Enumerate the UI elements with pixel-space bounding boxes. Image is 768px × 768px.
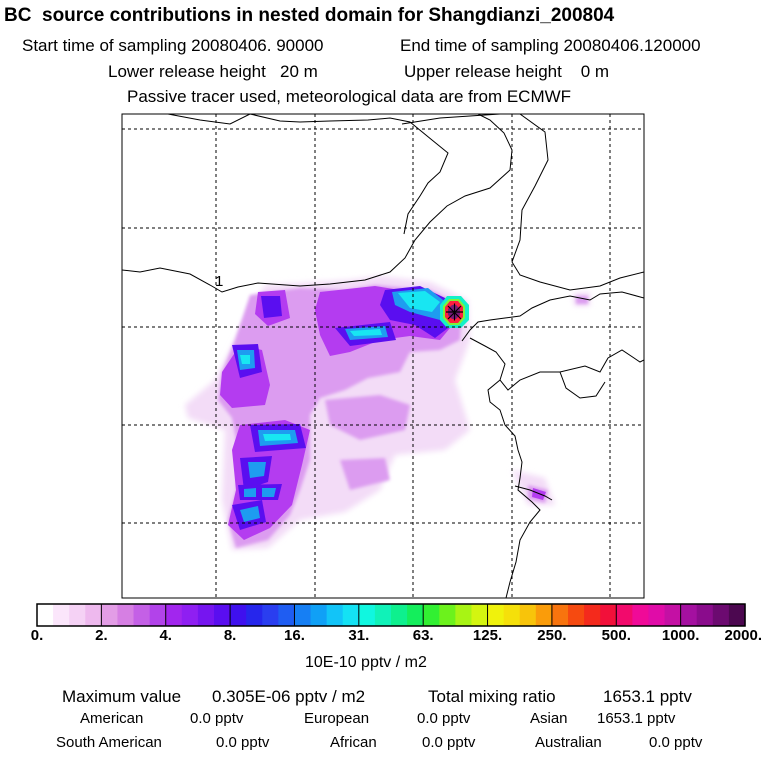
colorbar-tick-label: 63. — [412, 627, 434, 644]
colorbar-swatch — [294, 604, 312, 626]
colorbar-tick-label: 1000. — [661, 627, 700, 644]
colorbar-swatch — [358, 604, 376, 626]
region-value: 0.0 pptv — [422, 734, 476, 751]
colorbar-swatch — [407, 604, 424, 626]
region-value: 0.0 pptv — [649, 734, 703, 751]
colorbar-swatch — [230, 604, 247, 626]
colorbar-swatch — [342, 604, 360, 626]
colorbar-swatch — [69, 604, 86, 626]
region-value: 0.0 pptv — [417, 710, 471, 727]
colorbar-swatch — [197, 604, 215, 626]
colorbar-swatch — [680, 604, 698, 626]
colorbar-swatch — [181, 604, 199, 626]
total-mixing-ratio-value: 1653.1 pptv — [603, 687, 692, 706]
colorbar-swatch — [503, 604, 521, 626]
colorbar-swatch — [471, 604, 489, 626]
upper-release-height: Upper release height 0 m — [404, 62, 610, 81]
colorbar-tick-label: 250. — [537, 627, 567, 644]
region-name: European — [304, 710, 370, 727]
colorbar-tick-label: 31. — [348, 627, 370, 644]
colorbar-swatch — [165, 604, 183, 626]
region-name: African — [330, 734, 377, 751]
colorbar-swatch — [149, 604, 167, 626]
colorbar-swatch — [37, 604, 54, 626]
colorbar-frame — [36, 603, 746, 627]
colorbar-swatch — [664, 604, 682, 626]
colorbar-tick-label: 16. — [284, 627, 305, 644]
region-value: 1653.1 pptv — [597, 710, 676, 727]
plume-layer — [185, 276, 590, 550]
colorbar-swatch — [535, 604, 553, 626]
data-note: Passive tracer used, meteorological data… — [127, 87, 572, 106]
region-name: Australian — [535, 734, 602, 751]
colorbar-swatch — [600, 604, 617, 626]
colorbar — [36, 603, 746, 627]
colorbar-swatch — [214, 604, 231, 626]
colorbar-swatch — [101, 604, 119, 626]
colorbar-tick-label: 2000. — [724, 627, 762, 644]
lat-lon-grid — [122, 114, 644, 598]
region-value: 0.0 pptv — [216, 734, 270, 751]
colorbar-swatch — [728, 604, 746, 626]
region-name: South American — [56, 734, 162, 751]
total-mixing-ratio-label: Total mixing ratio — [428, 687, 556, 706]
colorbar-swatch — [133, 604, 151, 626]
colorbar-swatch — [487, 604, 505, 626]
colorbar-tick-label: 4. — [159, 627, 172, 644]
colorbar-tick-label: 500. — [601, 627, 631, 644]
region-name: American — [80, 710, 144, 727]
plume-cyan — [240, 291, 440, 441]
colorbar-swatch — [584, 604, 601, 626]
colorbar-tick-label: 125. — [472, 627, 503, 644]
start-time: Start time of sampling 20080406. 90000 — [22, 36, 324, 55]
lower-release-height: Lower release height 20 m — [108, 62, 318, 81]
coastlines-borders — [122, 114, 644, 598]
colorbar-swatch — [423, 604, 440, 626]
colorbar-swatch — [117, 604, 135, 626]
colorbar-swatch — [246, 604, 263, 626]
region-name: Asian — [530, 710, 568, 727]
end-time: End time of sampling 20080406.120000 — [400, 36, 701, 55]
colorbar-swatch — [278, 604, 296, 626]
colorbar-swatch — [551, 604, 569, 626]
colorbar-swatch — [455, 604, 473, 626]
map-frame — [121, 113, 645, 599]
colorbar-swatch — [262, 604, 279, 626]
colorbar-swatch — [568, 604, 585, 626]
colorbar-swatch — [326, 604, 344, 626]
receptor-station-marker — [446, 303, 463, 321]
colorbar-swatch — [648, 604, 666, 626]
max-value-label: Maximum value — [62, 687, 182, 706]
colorbar-tick-label: 0. — [30, 627, 44, 644]
colorbar-swatch — [310, 604, 328, 626]
colorbar-swatch — [439, 604, 456, 626]
colorbar-tick-label: 2. — [95, 627, 108, 644]
colorbar-swatch — [85, 604, 102, 626]
region-value: 0.0 pptv — [190, 710, 244, 727]
colorbar-swatch — [391, 604, 408, 626]
point-label: 1 — [215, 273, 223, 290]
colorbar-swatch — [632, 604, 650, 626]
colorbar-tick-label: 8. — [223, 627, 237, 644]
colorbar-swatch — [696, 604, 714, 626]
colorbar-swatch — [53, 604, 70, 626]
max-value: 0.305E-06 pptv / m2 — [212, 687, 366, 706]
colorbar-swatch — [374, 604, 392, 626]
map-title: BC source contributions in nested domain… — [4, 5, 615, 26]
colorbar-units: 10E-10 pptv / m2 — [305, 654, 427, 671]
colorbar-swatch — [519, 604, 537, 626]
colorbar-swatch — [616, 604, 633, 626]
colorbar-swatch — [712, 604, 730, 626]
